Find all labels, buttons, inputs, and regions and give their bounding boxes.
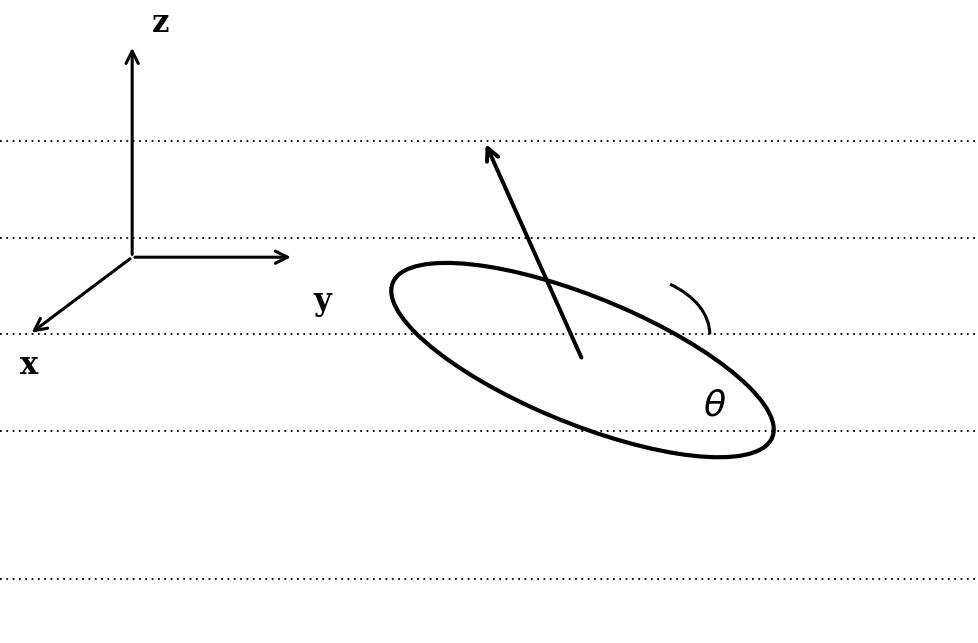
Text: y: y bbox=[313, 286, 331, 317]
Text: z: z bbox=[152, 8, 169, 39]
Text: x: x bbox=[20, 350, 38, 381]
Text: $\theta$: $\theta$ bbox=[702, 388, 726, 422]
